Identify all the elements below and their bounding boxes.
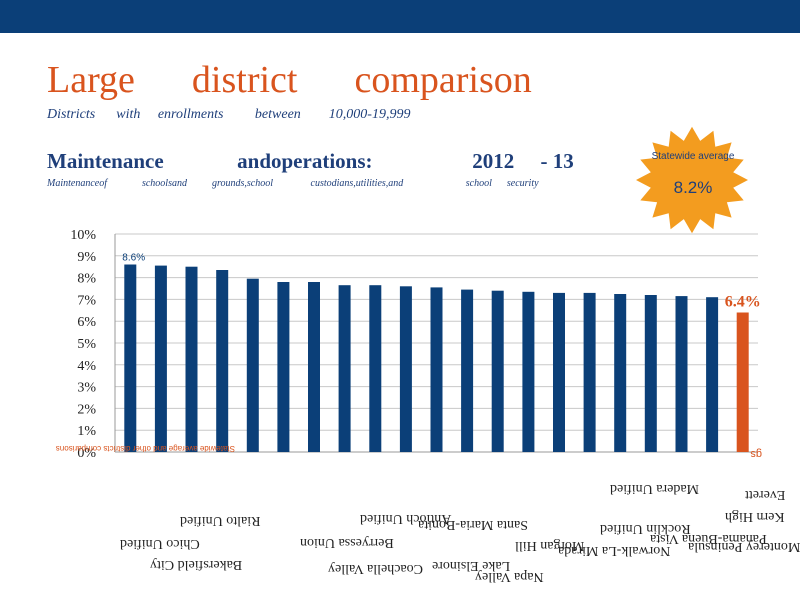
y-tick-label: 9% — [77, 250, 96, 265]
bar — [246, 278, 259, 452]
last-bar-data-label: 6.4% — [725, 293, 761, 310]
bar — [399, 286, 412, 452]
mirrored-category-label: Chico Unified — [120, 536, 200, 551]
y-tick-label: 4% — [77, 359, 96, 374]
mirrored-category-label: Coachella Valley — [328, 561, 423, 576]
bar — [185, 266, 198, 452]
statewide-label: Statewide average — [651, 151, 735, 162]
top-banner — [0, 0, 800, 33]
mirrored-category-label: Napa Valley — [475, 569, 544, 584]
bar — [154, 265, 167, 452]
mirrored-category-label: Kern High — [725, 509, 785, 524]
y-tick-label: 0% — [77, 446, 96, 461]
page-subtitle: Districts with enrollments between 10,00… — [47, 107, 411, 122]
mirrored-category-label: Rialto Unified — [180, 513, 261, 528]
y-tick-label: 2% — [77, 402, 96, 417]
bar — [308, 282, 320, 452]
first-bar-data-label: 8.6% — [122, 253, 145, 264]
bar — [461, 289, 474, 452]
mirrored-category-label: Bakersfield City — [150, 557, 243, 572]
bar — [491, 290, 504, 452]
bar — [522, 291, 535, 452]
y-tick-label: 5% — [77, 337, 96, 352]
mirrored-category-label: Madera Unified — [610, 481, 700, 496]
y-tick-label: 3% — [77, 381, 96, 396]
mirrored-category-label: Santa Maria-Bonita — [418, 517, 529, 532]
bar-highlight — [736, 312, 749, 452]
bar — [369, 285, 382, 452]
bar — [583, 292, 596, 452]
statewide-starburst — [636, 126, 748, 234]
mirrored-category-label: Everett — [745, 487, 786, 502]
y-tick-label: 6% — [77, 315, 96, 330]
section-heading: Maintenance andoperations: 2012 - 13 — [47, 149, 574, 173]
y-tick-label: 7% — [77, 293, 96, 308]
bar — [216, 270, 229, 452]
bar — [277, 282, 290, 452]
mirrored-category-label: Monterey Peninsula — [688, 539, 800, 554]
mirrored-category-label: Berryessa Union — [300, 535, 394, 550]
bar — [430, 287, 443, 452]
y-tick-label: 1% — [77, 424, 96, 439]
bar — [614, 294, 627, 452]
bar — [553, 292, 565, 452]
mirrored-end-label: gs — [750, 448, 762, 460]
bar — [338, 285, 351, 452]
bar — [124, 264, 137, 452]
bar — [644, 295, 657, 452]
page-title: Large district comparison — [47, 59, 532, 101]
bar — [706, 297, 719, 452]
mirrored-baseline-text: Statewide average and other districts co… — [56, 444, 235, 453]
section-subheading: Maintenanceof schoolsand grounds,school … — [47, 178, 539, 189]
y-tick-label: 10% — [70, 228, 96, 243]
statewide-value: 8.2% — [673, 178, 713, 197]
y-tick-label: 8% — [77, 272, 96, 287]
bar — [675, 296, 688, 452]
